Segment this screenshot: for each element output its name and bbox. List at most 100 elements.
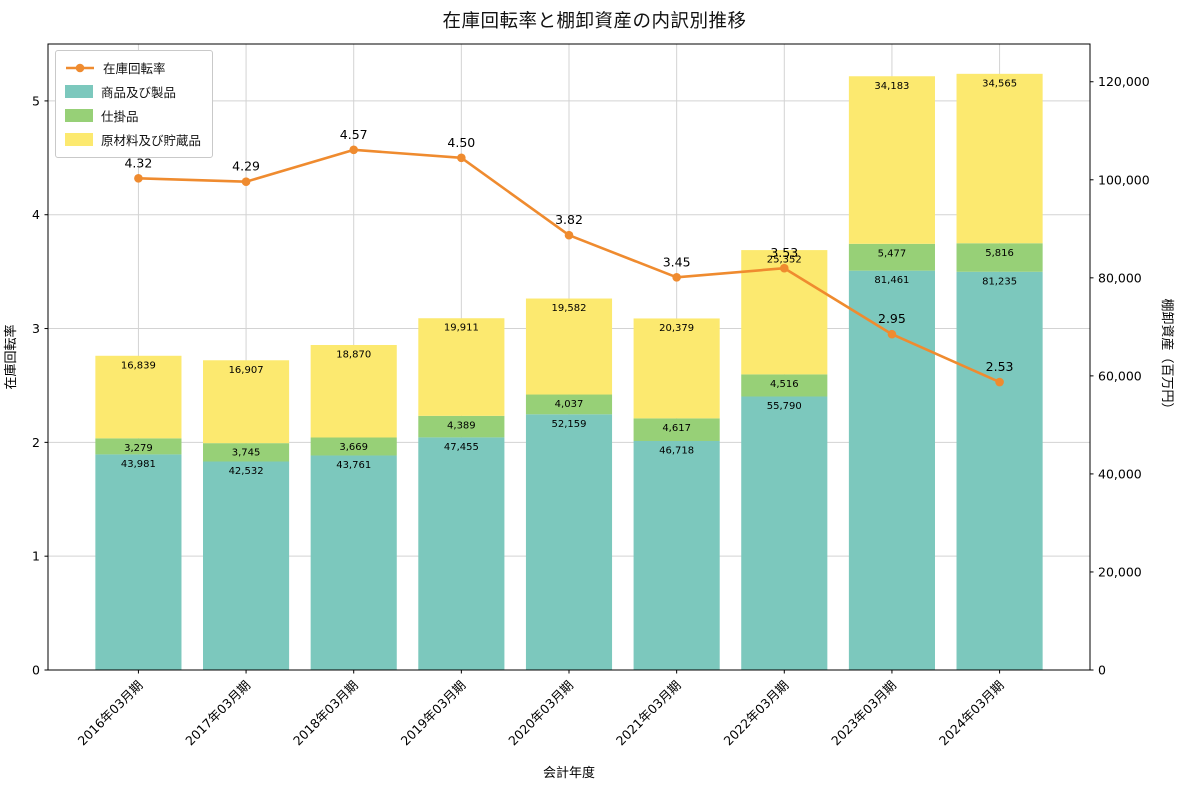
bar-segment-series-1 (310, 437, 397, 456)
y-tick-label-right: 120,000 (1098, 74, 1150, 89)
bar-value-label-series-2: 25,352 (767, 255, 802, 266)
bar-segment-series-0 (310, 455, 397, 670)
y-tick-label-left: 5 (32, 93, 40, 108)
bar-segment-series-2 (310, 344, 397, 438)
bar-segment-series-2 (95, 355, 182, 439)
legend-swatch-icon (65, 133, 93, 146)
bar-segment-series-1 (418, 415, 505, 438)
legend-label-series-0: 商品及び製品 (101, 85, 177, 100)
legend-label-series-2: 原材料及び貯蔵品 (101, 133, 202, 148)
bar-value-label-series-0: 43,761 (336, 460, 371, 471)
turnover-value-label: 3.45 (663, 254, 691, 269)
bar-value-label-series-1: 4,037 (555, 399, 584, 410)
x-tick-label: 2023年03月期 (828, 678, 899, 749)
bar-segment-series-1 (525, 394, 613, 415)
bar-value-label-series-1: 4,389 (447, 420, 476, 431)
legend-item-series-0: 商品及び製品 (65, 82, 201, 101)
y-tick-label-right: 100,000 (1098, 172, 1150, 187)
turnover-marker (779, 263, 789, 273)
turnover-marker (134, 174, 143, 183)
bar-value-label-series-0: 46,718 (659, 445, 694, 456)
bar-value-label-series-0: 52,159 (552, 419, 587, 430)
bar-value-label-series-0: 47,455 (444, 442, 479, 453)
turnover-marker (564, 230, 574, 240)
y-tick-label-left: 2 (32, 435, 40, 450)
bar-value-label-series-1: 3,669 (339, 442, 368, 453)
bar-value-label-series-2: 16,907 (229, 365, 264, 376)
x-tick-label: 2022年03月期 (721, 678, 792, 749)
turnover-value-label: 4.29 (232, 159, 260, 174)
chart-title: 在庫回転率と棚卸資産の内訳別推移 (442, 11, 747, 32)
bar-segment-series-2 (203, 360, 290, 444)
bar-segment-series-1 (956, 243, 1043, 272)
bar-value-label-series-0: 55,790 (767, 401, 802, 412)
turnover-marker (672, 273, 681, 282)
turnover-marker (887, 329, 897, 339)
bar-segment-series-2 (848, 76, 935, 244)
turnover-value-label: 3.53 (770, 245, 798, 260)
bar-segment-series-1 (95, 438, 182, 455)
bar-segment-series-0 (633, 440, 720, 670)
bar-value-label-series-2: 19,911 (444, 323, 479, 334)
bar-segment-series-1 (848, 243, 935, 271)
x-tick-label: 2019年03月期 (398, 678, 469, 749)
legend-item-series-1: 仕掛品 (65, 106, 201, 125)
legend-label-line: 在庫回転率 (103, 61, 166, 76)
y-tick-label-left: 3 (32, 321, 40, 336)
turnover-value-label: 2.95 (878, 311, 906, 326)
bar-segment-series-0 (203, 461, 290, 670)
bar-value-label-series-1: 5,477 (878, 248, 907, 259)
bar-value-label-series-2: 34,565 (982, 78, 1017, 89)
y-tick-label-right: 60,000 (1098, 368, 1142, 383)
bar-value-label-series-0: 42,532 (229, 466, 264, 477)
bar-value-label-series-2: 19,582 (552, 303, 587, 314)
bar-segment-series-0 (418, 437, 505, 670)
bar-value-label-series-2: 16,839 (121, 360, 156, 371)
bar-value-label-series-2: 20,379 (659, 323, 694, 334)
x-tick-label: 2016年03月期 (75, 678, 146, 749)
legend-item-series-2: 原材料及び貯蔵品 (65, 130, 201, 149)
x-tick-label: 2018年03月期 (290, 678, 361, 749)
y-tick-label-left: 0 (32, 663, 40, 678)
bar-value-label-series-1: 4,516 (770, 379, 799, 390)
legend-label-series-1: 仕掛品 (101, 109, 139, 124)
bar-segment-series-1 (741, 374, 828, 397)
bar-segment-series-0 (956, 271, 1043, 670)
bar-segment-series-0 (95, 454, 182, 670)
turnover-value-label: 4.50 (447, 135, 475, 150)
legend-item-line: 在庫回転率 (65, 58, 201, 77)
turnover-value-label: 3.82 (555, 212, 583, 227)
x-tick-label: 2020年03月期 (505, 678, 576, 749)
bar-segment-series-2 (418, 318, 505, 416)
turnover-marker (241, 177, 251, 187)
bar-value-label-series-1: 3,279 (124, 443, 153, 454)
turnover-marker (995, 377, 1004, 387)
bar-value-label-series-0: 81,235 (982, 276, 1017, 287)
bar-segment-series-2 (633, 318, 720, 419)
turnover-marker (349, 145, 359, 155)
legend-swatch-icon (65, 85, 93, 98)
legend-swatch-icon (65, 109, 93, 122)
y-tick-label-right: 0 (1098, 663, 1106, 678)
bar-value-label-series-1: 3,745 (232, 448, 261, 459)
bar-value-label-series-1: 5,816 (985, 248, 1014, 259)
y-axis-title-right: 棚卸資産（百万円） (1159, 298, 1175, 415)
x-tick-label: 2021年03月期 (613, 678, 684, 749)
bar-value-label-series-0: 43,981 (121, 459, 156, 470)
bar-segment-series-1 (203, 443, 290, 462)
bar-value-label-series-1: 4,617 (662, 423, 691, 434)
bar-segment-series-2 (525, 298, 613, 395)
turnover-marker (457, 153, 466, 163)
bar-segment-series-0 (741, 396, 828, 670)
bar-segment-series-0 (525, 414, 613, 670)
y-tick-label-left: 4 (32, 207, 40, 222)
y-tick-label-left: 1 (32, 549, 40, 564)
x-axis-title: 会計年度 (543, 765, 595, 781)
x-tick-label: 2017年03月期 (182, 678, 253, 749)
turnover-value-label: 4.57 (340, 127, 368, 142)
y-tick-label-right: 80,000 (1098, 270, 1142, 285)
bar-segment-series-1 (633, 418, 720, 441)
bar-segment-series-2 (956, 73, 1043, 244)
